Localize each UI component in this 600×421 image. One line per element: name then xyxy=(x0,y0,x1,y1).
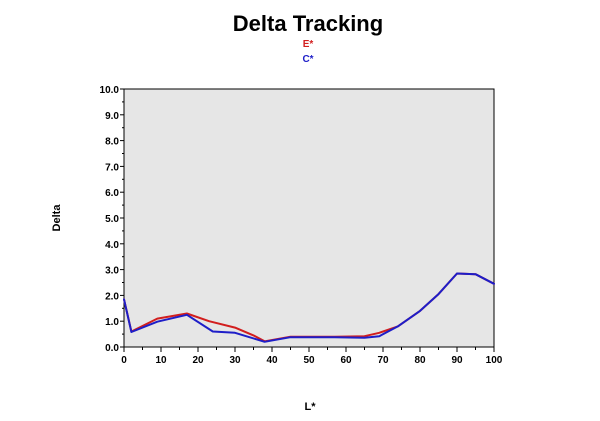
y-tick-label: 4.0 xyxy=(105,240,119,251)
x-tick-label: 30 xyxy=(229,355,241,366)
y-tick-label: 2.0 xyxy=(105,291,119,302)
x-axis-label: L* xyxy=(305,401,317,413)
x-tick-label: 100 xyxy=(486,355,503,366)
x-tick-label: 0 xyxy=(121,355,127,366)
x-tick-label: 40 xyxy=(266,355,278,366)
y-tick-label: 10.0 xyxy=(100,85,120,96)
x-tick-label: 70 xyxy=(377,355,389,366)
x-tick-label: 10 xyxy=(155,355,167,366)
y-tick-label: 6.0 xyxy=(105,188,119,199)
y-tick-label: 7.0 xyxy=(105,162,119,173)
y-tick-label: 9.0 xyxy=(105,111,119,122)
y-axis-label: Delta xyxy=(51,204,63,232)
legend-entry-c: C* xyxy=(302,54,313,65)
x-tick-label: 60 xyxy=(340,355,352,366)
x-tick-label: 80 xyxy=(414,355,426,366)
series-layer xyxy=(123,272,495,343)
x-tick-label: 50 xyxy=(303,355,315,366)
y-tick-label: 1.0 xyxy=(105,317,119,328)
y-tick-label: 8.0 xyxy=(105,137,119,148)
x-tick-label: 90 xyxy=(451,355,463,366)
x-tick-label: 20 xyxy=(192,355,204,366)
y-tick-label: 3.0 xyxy=(105,266,119,277)
series-line-c xyxy=(123,272,495,343)
y-axis: 0.0 1.0 2.0 3.0 4.0 5.0 6.0 7.0 8.0 9.0 10.0 xyxy=(100,85,124,354)
legend-entry-e: E* xyxy=(303,39,314,50)
plot-area xyxy=(123,88,495,348)
y-tick-label: 5.0 xyxy=(105,214,119,225)
chart-title: Delta Tracking xyxy=(233,11,383,36)
x-axis: 0 10 20 30 40 50 60 70 80 90 100 xyxy=(121,347,503,366)
y-tick-label: 0.0 xyxy=(105,343,119,354)
